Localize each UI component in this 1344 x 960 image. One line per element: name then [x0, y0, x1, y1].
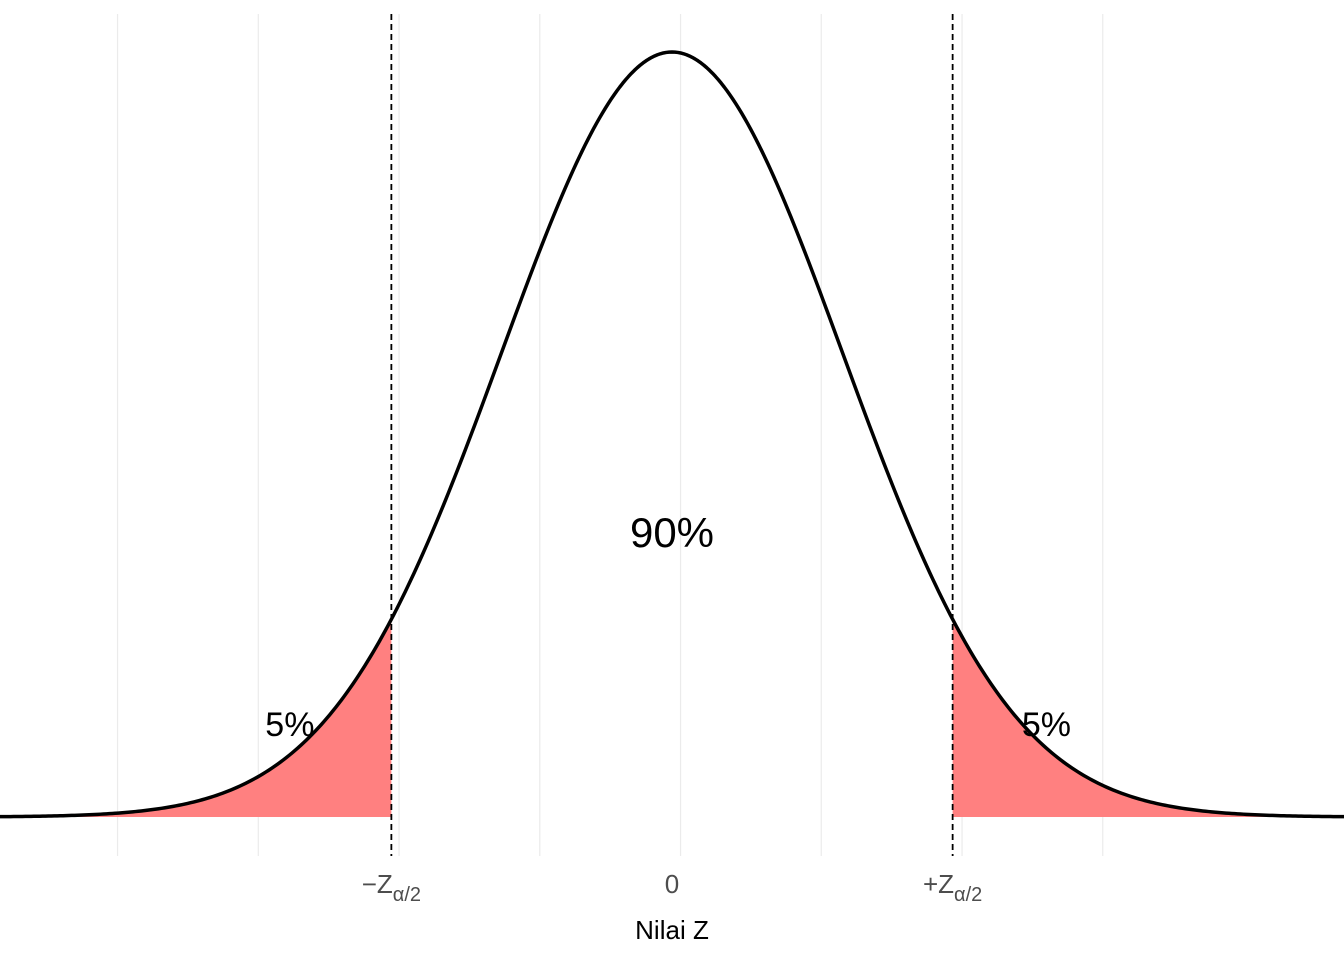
x-axis-title: Nilai Z: [635, 915, 709, 945]
x-tick-label: 0: [665, 869, 679, 899]
tail-areas: [0, 619, 1344, 817]
grid-lines: [116, 14, 1104, 856]
critical-value-lines: [390, 14, 954, 856]
right-tail-area: [952, 619, 1344, 817]
density-curve: [0, 50, 1344, 819]
x-tick-label: +Zα/2: [923, 869, 982, 906]
x-tick-label: −Zα/2: [362, 869, 421, 906]
left-tail-percent-label: 5%: [265, 706, 314, 744]
center-percent-label: 90%: [630, 509, 714, 556]
x-tick-labels: −Zα/2 0 +Zα/2: [362, 869, 983, 906]
left-tail-area: [0, 619, 392, 817]
right-tail-percent-label: 5%: [1022, 706, 1071, 744]
percent-annotations: 5% 90% 5%: [265, 509, 1071, 744]
